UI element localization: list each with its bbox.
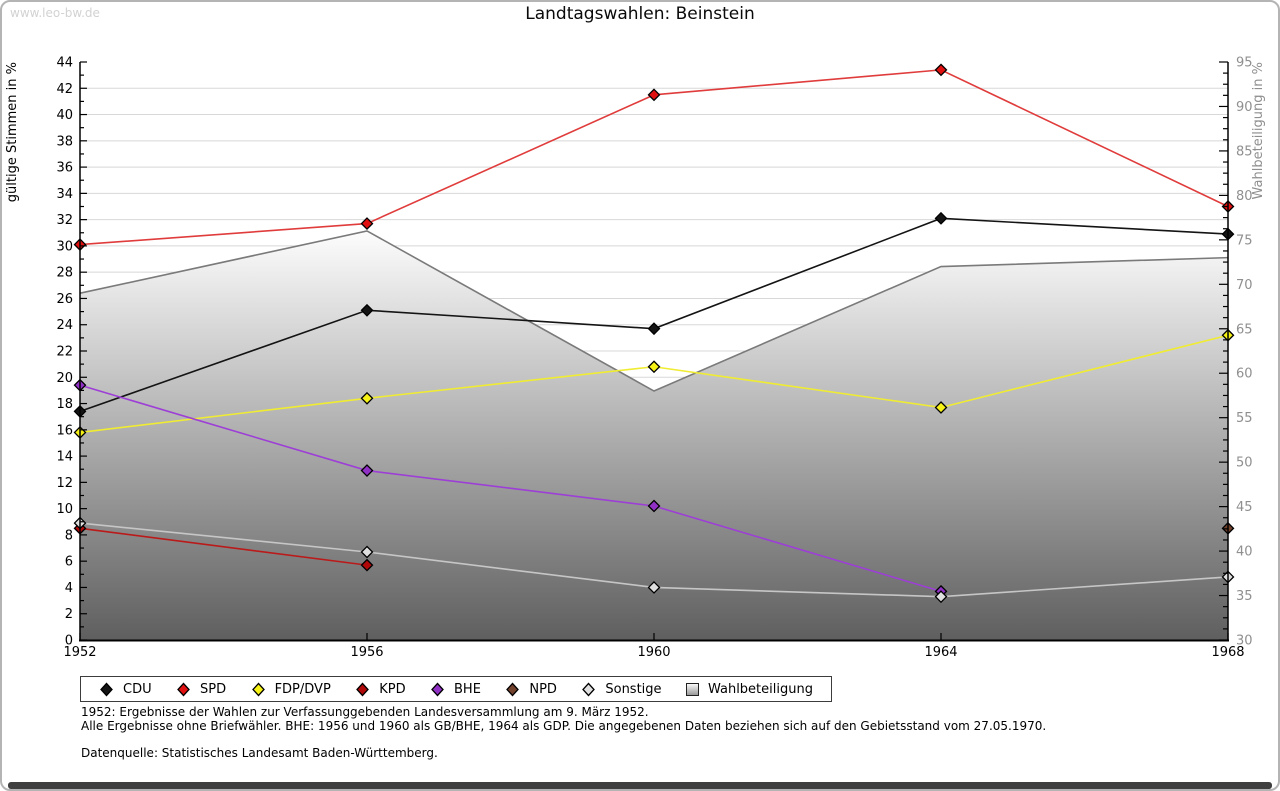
legend-item-spd: SPD — [176, 682, 226, 697]
legend-label: KPD — [379, 681, 406, 697]
horizontal-scrollbar[interactable] — [8, 782, 1272, 789]
svg-text:30: 30 — [56, 239, 73, 254]
legend-label: SPD — [200, 681, 227, 697]
chart-legend: CDU SPD FDP/DVP KPD BHE NPD Sonstige Wahlbeteil… — [80, 676, 832, 702]
legend-swatch-area — [685, 682, 699, 696]
watermark: www.leo-bw.de — [10, 6, 100, 20]
footnotes: 1952: Ergebnisse der Wahlen zur Verfassu… — [81, 705, 1047, 733]
series-wahlbeteiligung — [79, 230, 1229, 640]
footnote-line-2: Alle Ergebnisse ohne Briefwähler. BHE: 1… — [81, 718, 1047, 733]
svg-text:10: 10 — [56, 502, 73, 517]
svg-text:40: 40 — [56, 108, 73, 123]
legend-label: BHE — [454, 681, 481, 697]
svg-text:16: 16 — [56, 423, 73, 438]
svg-text:12: 12 — [56, 476, 73, 491]
svg-text:1968: 1968 — [1211, 645, 1244, 660]
svg-text:Wahlbeteiligung in %: Wahlbeteiligung in % — [1251, 62, 1266, 199]
svg-text:0: 0 — [65, 634, 73, 649]
svg-text:18: 18 — [56, 397, 73, 412]
election-chart: 0 2 4 6 8 10 12 14 16 18 20 22 24 26 28 30 32 34 36 38 40 42 4… — [5, 56, 1266, 661]
svg-text:60: 60 — [1236, 367, 1253, 382]
page-title: Landtagswahlen: Beinstein — [525, 4, 755, 24]
svg-text:34: 34 — [56, 187, 73, 202]
legend-marker-icon — [506, 682, 520, 696]
legend-label: Sonstige — [605, 681, 662, 697]
chart-canvas: 0246810121416182022242628303234363840424… — [5, 56, 1266, 661]
legend-marker-icon — [177, 682, 190, 696]
legend-item-npd: NPD — [505, 682, 557, 697]
legend-marker-icon — [251, 682, 265, 696]
svg-text:1952: 1952 — [63, 645, 96, 660]
svg-text:44: 44 — [56, 56, 73, 71]
legend-label: NPD — [529, 681, 557, 697]
svg-text:75: 75 — [1236, 233, 1253, 248]
svg-text:40: 40 — [1236, 545, 1253, 560]
svg-text:38: 38 — [56, 134, 73, 149]
legend-item-kpd: KPD — [355, 681, 406, 697]
legend-label: FDP/DVP — [274, 681, 331, 697]
svg-text:1956: 1956 — [350, 645, 383, 660]
legend-label: Wahlbeteiligung — [707, 681, 813, 697]
svg-text:90: 90 — [1236, 100, 1253, 115]
legend-marker-icon — [431, 682, 444, 696]
axes: 0246810121416182022242628303234363840424… — [5, 56, 1266, 661]
legend-marker-icon — [356, 682, 370, 696]
svg-text:8: 8 — [65, 528, 73, 543]
svg-text:65: 65 — [1236, 322, 1253, 337]
svg-text:70: 70 — [1236, 278, 1253, 293]
legend-item-wahlbeteiligung: Wahlbeteiligung — [685, 681, 813, 697]
svg-text:80: 80 — [1236, 189, 1253, 204]
legend-item-fdp-dvp: FDP/DVP — [251, 682, 331, 697]
svg-text:45: 45 — [1236, 500, 1253, 515]
svg-text:6: 6 — [65, 555, 73, 570]
svg-text:24: 24 — [56, 318, 73, 333]
svg-text:36: 36 — [56, 161, 73, 176]
svg-text:28: 28 — [56, 266, 73, 281]
svg-text:50: 50 — [1236, 456, 1253, 471]
legend-marker-icon — [582, 682, 596, 696]
svg-text:32: 32 — [56, 213, 73, 228]
svg-text:20: 20 — [56, 371, 73, 386]
svg-text:35: 35 — [1236, 589, 1253, 604]
footnote-line-1: 1952: Ergebnisse der Wahlen zur Verfassu… — [81, 705, 649, 719]
svg-text:1960: 1960 — [637, 645, 670, 660]
svg-text:85: 85 — [1236, 144, 1253, 159]
svg-text:14: 14 — [56, 450, 73, 465]
svg-text:95: 95 — [1236, 56, 1253, 71]
svg-text:42: 42 — [56, 82, 73, 97]
legend-item-sonstige: Sonstige — [581, 681, 662, 697]
series-spd — [73, 63, 1235, 252]
svg-text:22: 22 — [56, 345, 73, 360]
svg-text:26: 26 — [56, 292, 73, 307]
data-source: Datenquelle: Statistisches Landesamt Bad… — [81, 746, 438, 760]
legend-item-bhe: BHE — [430, 682, 481, 697]
svg-text:gültige Stimmen in %: gültige Stimmen in % — [5, 62, 20, 202]
svg-text:2: 2 — [65, 607, 73, 622]
legend-marker-icon — [100, 682, 113, 696]
legend-item-cdu: CDU — [99, 682, 152, 697]
legend-label: CDU — [123, 681, 152, 697]
svg-text:4: 4 — [65, 581, 73, 596]
svg-text:30: 30 — [1236, 634, 1253, 649]
svg-text:55: 55 — [1236, 411, 1253, 426]
svg-text:1964: 1964 — [924, 645, 957, 660]
